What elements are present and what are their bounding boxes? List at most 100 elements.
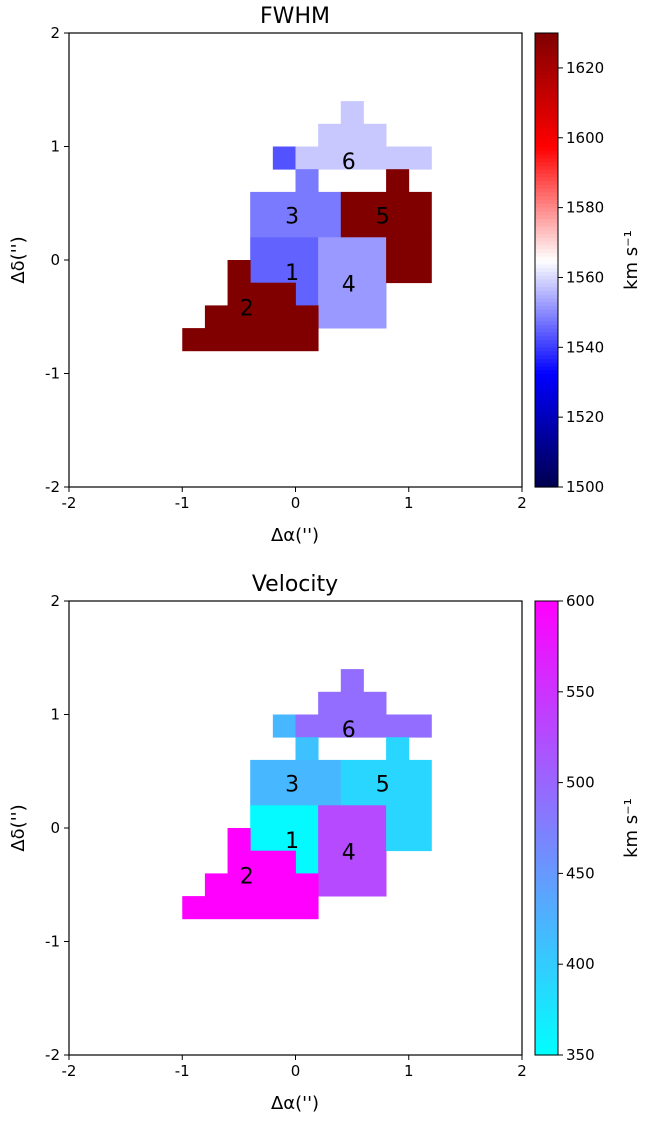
colorbar-segment bbox=[535, 653, 558, 659]
colorbar-segment bbox=[535, 877, 558, 882]
colorbar-segment bbox=[535, 824, 558, 829]
colorbar-segment bbox=[535, 59, 558, 64]
colorbar-segment bbox=[535, 672, 558, 678]
colorbar-segment bbox=[535, 44, 558, 49]
colorbar-segment bbox=[535, 312, 558, 318]
colorbar-segment bbox=[535, 244, 558, 250]
colorbar-segment bbox=[535, 699, 558, 704]
colorbar-segment bbox=[535, 994, 558, 999]
colorbar-segment bbox=[535, 146, 558, 151]
colorbar-segment bbox=[535, 631, 558, 636]
colorbar-segment bbox=[535, 858, 558, 863]
colorbar-segment bbox=[535, 199, 558, 204]
colorbar-segment bbox=[535, 161, 558, 167]
heatmap-cell bbox=[227, 282, 296, 306]
colorbar-segment bbox=[535, 767, 558, 772]
colorbar-segment bbox=[535, 449, 558, 454]
colorbar-segment bbox=[535, 854, 558, 859]
heatmap-cell bbox=[386, 237, 432, 284]
colorbar-segment bbox=[535, 112, 558, 117]
colorbar-segment bbox=[535, 676, 558, 682]
colorbar-segment bbox=[535, 104, 558, 110]
colorbar-tick-label: 1540 bbox=[566, 338, 604, 356]
colorbar-segment bbox=[535, 101, 558, 106]
colorbar-segment bbox=[535, 138, 558, 144]
heatmap-cell bbox=[318, 237, 387, 329]
colorbar-segment bbox=[535, 157, 558, 163]
colorbar-segment bbox=[535, 471, 558, 477]
y-tick-label: -1 bbox=[45, 365, 60, 383]
heatmap-cell bbox=[340, 191, 432, 238]
colorbar-segment bbox=[535, 650, 558, 655]
y-tick-label: 2 bbox=[50, 24, 60, 42]
colorbar-segment bbox=[535, 805, 558, 810]
colorbar-segment bbox=[535, 339, 558, 344]
colorbar-segment bbox=[535, 812, 558, 818]
colorbar-segment bbox=[535, 801, 558, 806]
heatmap-cell bbox=[204, 305, 319, 329]
heatmap-cell bbox=[295, 169, 319, 193]
colorbar-segment bbox=[535, 172, 558, 178]
colorbar-segment bbox=[535, 343, 558, 348]
colorbar-segment bbox=[535, 135, 558, 140]
colorbar-segment bbox=[535, 275, 558, 280]
heatmap-cell bbox=[272, 146, 296, 170]
colorbar-segment bbox=[535, 188, 558, 193]
colorbar-segment bbox=[535, 744, 558, 750]
colorbar-segment bbox=[535, 740, 558, 746]
colorbar-segment bbox=[535, 452, 558, 458]
colorbar-segment bbox=[535, 737, 558, 742]
x-tick-label: -2 bbox=[62, 494, 77, 512]
chart-title: FWHM bbox=[260, 4, 330, 29]
heatmap-cell bbox=[250, 759, 342, 806]
colorbar-segment bbox=[535, 286, 558, 291]
y-tick-label: 1 bbox=[50, 138, 60, 156]
region-label: 3 bbox=[285, 772, 299, 797]
colorbar-segment bbox=[535, 320, 558, 325]
y-tick-label: 2 bbox=[50, 592, 60, 610]
colorbar-segment bbox=[535, 748, 558, 753]
colorbar-segment bbox=[535, 207, 558, 212]
colorbar-segment bbox=[535, 691, 558, 697]
colorbar-segment bbox=[535, 967, 558, 973]
region-label: 1 bbox=[285, 261, 299, 286]
colorbar-segment bbox=[535, 36, 558, 42]
region-label: 2 bbox=[240, 864, 254, 889]
colorbar-segment bbox=[535, 1002, 558, 1007]
colorbar-segment bbox=[535, 328, 558, 333]
colorbar-segment bbox=[535, 635, 558, 640]
chart-title: Velocity bbox=[252, 572, 338, 597]
colorbar-segment bbox=[535, 475, 558, 481]
colorbar-segment bbox=[535, 850, 558, 856]
colorbar-segment bbox=[535, 415, 558, 420]
colorbar-segment bbox=[535, 884, 558, 890]
colorbar-tick-label: 1560 bbox=[566, 268, 604, 286]
colorbar-segment bbox=[535, 191, 558, 197]
colorbar-segment bbox=[535, 638, 558, 644]
heatmap-cell bbox=[227, 828, 251, 852]
region-label: 4 bbox=[342, 273, 356, 298]
colorbar-segment bbox=[535, 846, 558, 852]
heatmap-cell bbox=[295, 850, 319, 874]
colorbar-segment bbox=[535, 127, 558, 132]
colorbar-frame bbox=[534, 600, 559, 1056]
x-tick-label: 0 bbox=[291, 1062, 301, 1080]
heatmap-cell bbox=[250, 237, 319, 284]
fwhm-panel: FWHM Δα('') Δδ('') km s⁻¹ 6 3 5 1 4 2 -2 -1 0 1 2 -… bbox=[8, 4, 642, 546]
colorbar-segment bbox=[535, 350, 558, 356]
colorbar-tick-label: 350 bbox=[566, 1046, 595, 1064]
colorbar-segment bbox=[535, 1039, 558, 1045]
colorbar-segment bbox=[535, 70, 558, 76]
colorbar-segment bbox=[535, 688, 558, 693]
colorbar-segment bbox=[535, 456, 558, 462]
colorbar-tick-label: 550 bbox=[566, 683, 595, 701]
colorbar-segment bbox=[535, 1005, 558, 1011]
colorbar-segment bbox=[535, 1032, 558, 1037]
colorbar-segment bbox=[535, 67, 558, 72]
colorbar-segment bbox=[535, 120, 558, 125]
colorbar-segment bbox=[535, 241, 558, 246]
colorbar-segment bbox=[535, 862, 558, 867]
colorbar-segment bbox=[535, 759, 558, 765]
colorbar-segment bbox=[535, 460, 558, 465]
colorbar-segment bbox=[535, 131, 558, 136]
